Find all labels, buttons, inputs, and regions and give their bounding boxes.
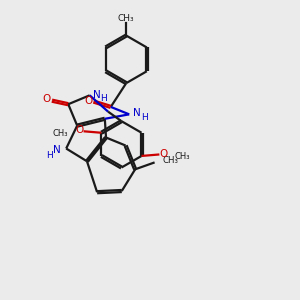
Text: H: H: [141, 113, 147, 122]
Text: O: O: [160, 148, 168, 159]
Text: N: N: [133, 108, 140, 118]
Text: CH₃: CH₃: [118, 14, 134, 23]
Text: N: N: [53, 145, 61, 155]
Text: CH₃: CH₃: [163, 156, 178, 165]
Text: H: H: [100, 94, 107, 103]
Text: O: O: [42, 94, 51, 104]
Text: O: O: [84, 96, 92, 106]
Text: CH₃: CH₃: [175, 152, 190, 161]
Text: H: H: [46, 152, 53, 160]
Text: N: N: [93, 90, 101, 100]
Text: O: O: [75, 125, 83, 135]
Text: CH₃: CH₃: [52, 129, 68, 138]
